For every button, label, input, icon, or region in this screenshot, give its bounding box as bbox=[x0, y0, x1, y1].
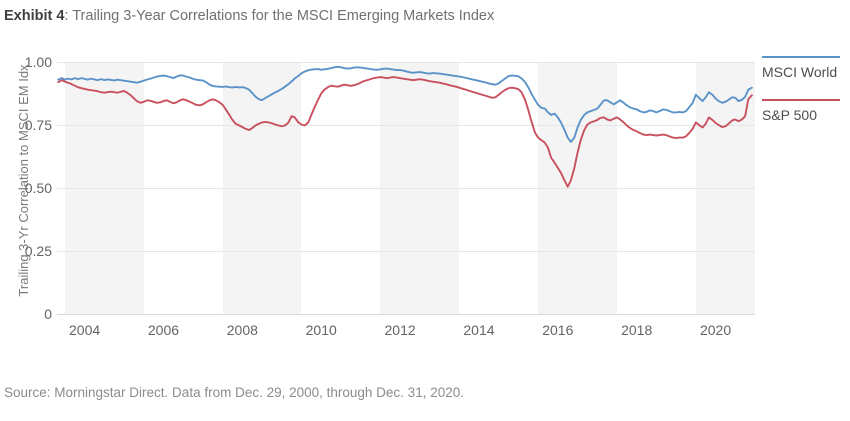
gridline bbox=[57, 125, 755, 126]
x-axis-tick: 2012 bbox=[384, 322, 416, 338]
x-axis-tick: 2004 bbox=[69, 322, 101, 338]
legend-swatch-sp-500 bbox=[762, 99, 840, 101]
exhibit-title-strong: Exhibit 4 bbox=[4, 8, 65, 24]
legend-item-sp-500: S&P 500 bbox=[762, 99, 848, 124]
x-axis-tick: 2014 bbox=[463, 322, 495, 338]
x-axis-tick-labels: 2004 2006 2008 2010 2012 2014 2016 2018 2020 bbox=[57, 322, 755, 344]
chart-legend: MSCI World S&P 500 bbox=[762, 56, 848, 142]
series-lines bbox=[57, 65, 753, 188]
legend-swatch-msci-world bbox=[762, 56, 840, 58]
gridline bbox=[57, 62, 755, 63]
chart-plot-area bbox=[57, 62, 755, 315]
exhibit-title: Exhibit 4: Trailing 3-Year Correlations … bbox=[4, 7, 494, 25]
x-axis-tick: 2020 bbox=[699, 322, 732, 338]
y-axis-tick: 0.75 bbox=[24, 117, 52, 133]
y-axis-tick: 1.00 bbox=[24, 54, 52, 70]
legend-label-sp-500: S&P 500 bbox=[762, 107, 818, 123]
x-axis-tick: 2006 bbox=[147, 322, 180, 338]
series-line-s-p-500 bbox=[57, 76, 753, 188]
gridlines bbox=[57, 62, 755, 315]
y-axis-tick: 0.25 bbox=[24, 243, 52, 259]
y-axis-tick: 0 bbox=[44, 306, 52, 322]
gridline bbox=[57, 251, 755, 252]
exhibit-title-rest: : Trailing 3-Year Correlations for the M… bbox=[64, 8, 495, 24]
source-note: Source: Morningstar Direct. Data from De… bbox=[4, 385, 464, 400]
x-axis-tick: 2018 bbox=[621, 322, 653, 338]
x-axis-tick: 2010 bbox=[305, 322, 337, 338]
series-line-msci-world bbox=[57, 65, 753, 143]
legend-item-msci-world: MSCI World bbox=[762, 56, 848, 81]
x-axis-tick: 2016 bbox=[542, 322, 574, 338]
legend-label-msci-world: MSCI World bbox=[762, 64, 838, 80]
y-axis-tick-labels: 1.00 0.75 0.50 0.25 0 bbox=[14, 55, 52, 321]
gridline bbox=[57, 188, 755, 189]
x-axis-tick: 2008 bbox=[226, 322, 258, 338]
y-axis-tick: 0.50 bbox=[24, 180, 52, 196]
gridline bbox=[57, 314, 755, 315]
